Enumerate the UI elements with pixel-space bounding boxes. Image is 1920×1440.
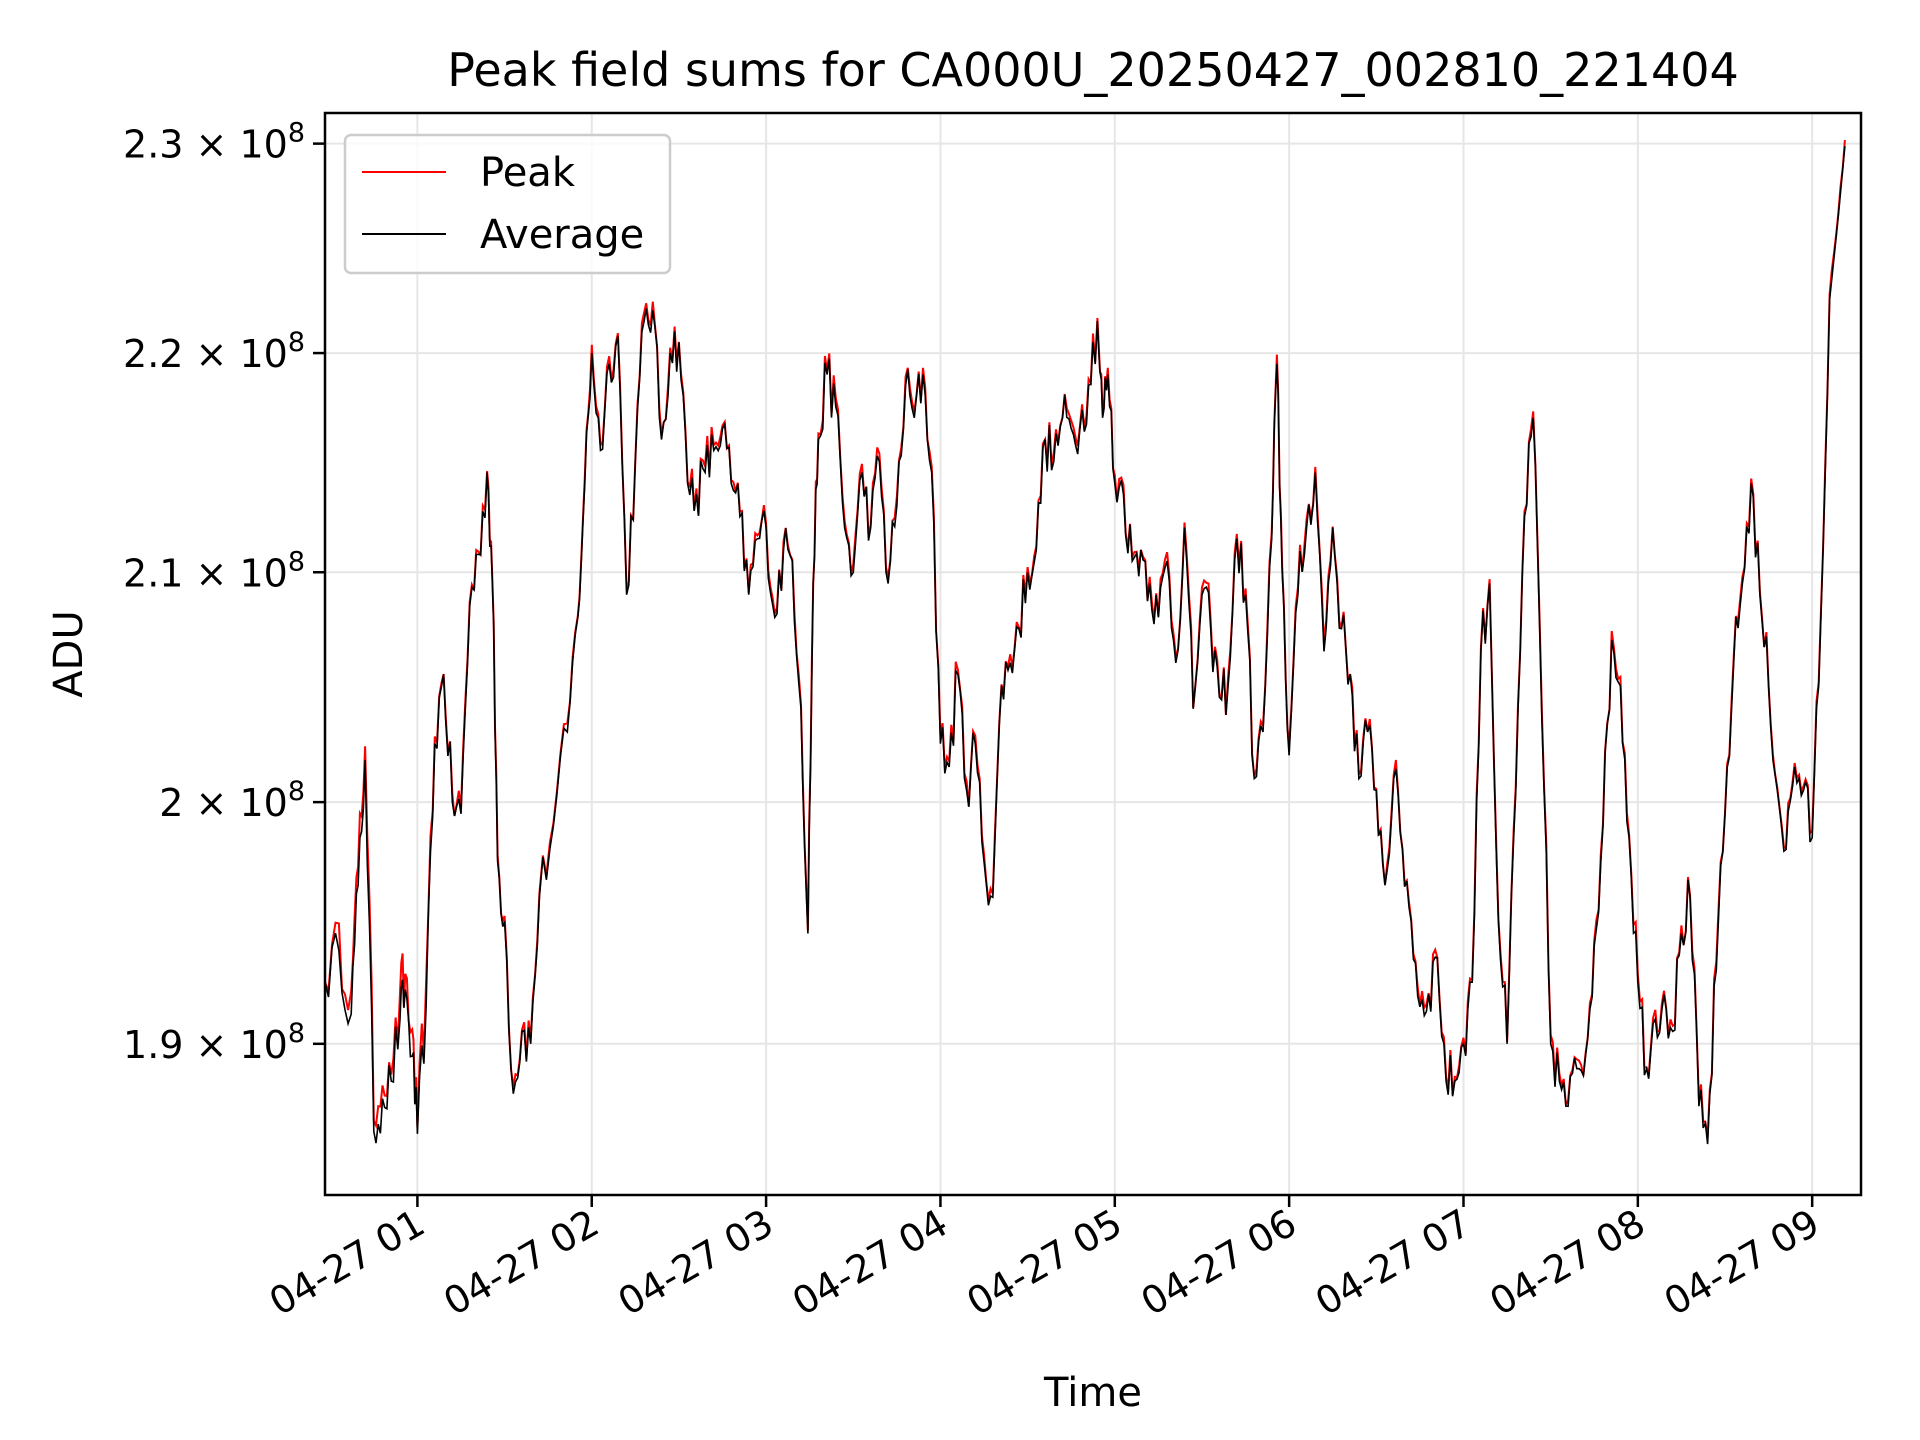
x-axis-ticks: 04-27 01 04-27 02 04-27 03 04-27 04 04-27 05… [262, 1195, 1827, 1324]
x-tick-label: 04-27 01 [262, 1201, 432, 1325]
x-tick-label: 04-27 04 [785, 1201, 955, 1325]
y-tick-label: 2.2 × 108 [123, 327, 305, 376]
legend-label: Average [480, 212, 644, 258]
y-tick-label: 2.1 × 108 [123, 546, 305, 595]
y-axis-ticks: 1.9 × 108 2 × 108 2.1 × 108 2.2 × 108 2.3 × … [123, 118, 325, 1067]
plot-frame [323, 111, 1863, 1197]
series-layer [324, 140, 1846, 1145]
series-line-peak [324, 140, 1846, 1138]
x-tick-label: 04-27 09 [1657, 1201, 1827, 1325]
x-tick-label: 04-27 02 [436, 1201, 606, 1325]
x-tick-label: 04-27 06 [1134, 1201, 1304, 1325]
legend-label: Peak [480, 150, 576, 196]
y-tick-label: 1.9 × 108 [123, 1018, 305, 1067]
x-tick-label: 04-27 05 [959, 1201, 1129, 1325]
x-tick-label: 04-27 07 [1308, 1201, 1478, 1325]
legend: Peak Average [343, 133, 672, 275]
series-line-average [324, 146, 1846, 1145]
x-tick-label: 04-27 08 [1482, 1201, 1652, 1325]
chart-title: Peak field sums for CA000U_20250427_0028… [447, 43, 1739, 97]
legend-box [343, 133, 672, 275]
x-tick-label: 04-27 03 [611, 1201, 781, 1325]
y-tick-label: 2.3 × 108 [123, 118, 305, 167]
grid-layer [325, 113, 1861, 1195]
x-axis-label: Time [1043, 1370, 1142, 1416]
y-axis-label: ADU [46, 610, 92, 697]
y-tick-label: 2 × 108 [159, 776, 305, 825]
